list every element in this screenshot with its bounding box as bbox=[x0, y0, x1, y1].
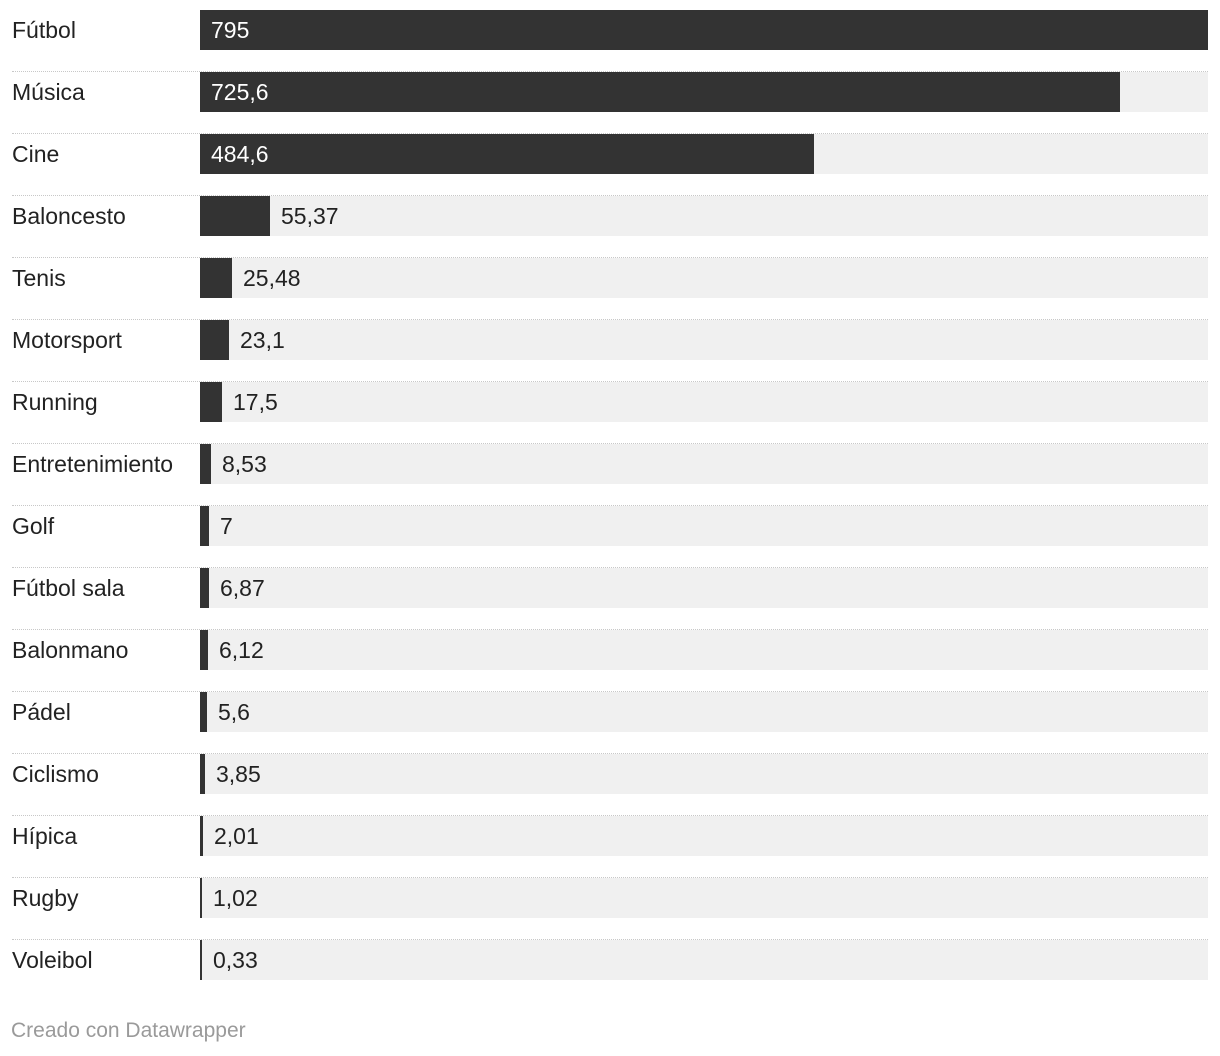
value-label: 6,12 bbox=[219, 637, 264, 663]
value-label: 55,37 bbox=[281, 203, 339, 229]
category-label: Fútbol sala bbox=[12, 575, 125, 601]
bar-row: Tenis 25,48 bbox=[12, 258, 1208, 320]
bar-track: 3,85 bbox=[200, 754, 1208, 794]
bar bbox=[200, 568, 209, 608]
bar bbox=[200, 878, 202, 918]
row-separator bbox=[12, 939, 1208, 940]
bar-track: 484,6 bbox=[200, 134, 1208, 174]
value-label: 484,6 bbox=[211, 141, 269, 167]
row-separator bbox=[12, 195, 1208, 196]
bar-row: Ciclismo 3,85 bbox=[12, 754, 1208, 816]
bar-row: Golf 7 bbox=[12, 506, 1208, 568]
bar-track: 2,01 bbox=[200, 816, 1208, 856]
bar-track: 5,6 bbox=[200, 692, 1208, 732]
row-separator bbox=[12, 257, 1208, 258]
bar-row: Música 725,6 bbox=[12, 72, 1208, 134]
bar bbox=[200, 258, 232, 298]
category-label: Running bbox=[12, 389, 98, 415]
bar-row: Motorsport 23,1 bbox=[12, 320, 1208, 382]
bar-chart: Fútbol 795 Música 725,6 Cine 484,6 Baloncesto 5… bbox=[12, 10, 1208, 1002]
category-label: Hípica bbox=[12, 823, 78, 849]
category-label: Motorsport bbox=[12, 327, 122, 353]
bar-row: Fútbol 795 bbox=[12, 10, 1208, 72]
row-separator bbox=[12, 381, 1208, 382]
row-separator bbox=[12, 319, 1208, 320]
row-separator bbox=[12, 877, 1208, 878]
bar-row: Fútbol sala 6,87 bbox=[12, 568, 1208, 630]
row-separator bbox=[12, 505, 1208, 506]
category-label: Golf bbox=[12, 513, 55, 539]
bar bbox=[200, 444, 211, 484]
row-separator bbox=[12, 71, 1208, 72]
footer-credit[interactable]: Creado con Datawrapper bbox=[11, 1019, 246, 1042]
bar-track: 795 bbox=[200, 10, 1208, 50]
bar-row: Hípica 2,01 bbox=[12, 816, 1208, 878]
value-label: 17,5 bbox=[233, 389, 278, 415]
category-label: Balonmano bbox=[12, 637, 129, 663]
bar-track: 7 bbox=[200, 506, 1208, 546]
bar bbox=[200, 940, 202, 980]
bar-track: 0,33 bbox=[200, 940, 1208, 980]
bar-row: Rugby 1,02 bbox=[12, 878, 1208, 940]
category-label: Fútbol bbox=[12, 17, 76, 43]
bar-track: 55,37 bbox=[200, 196, 1208, 236]
bar bbox=[200, 754, 205, 794]
bar-row: Running 17,5 bbox=[12, 382, 1208, 444]
bar-track: 23,1 bbox=[200, 320, 1208, 360]
bar-track: 1,02 bbox=[200, 878, 1208, 918]
bar bbox=[200, 196, 270, 236]
value-label: 725,6 bbox=[211, 79, 269, 105]
value-label: 5,6 bbox=[218, 699, 250, 725]
row-separator bbox=[12, 443, 1208, 444]
bar bbox=[200, 382, 222, 422]
bar-row: Baloncesto 55,37 bbox=[12, 196, 1208, 258]
value-label: 0,33 bbox=[213, 947, 258, 973]
value-label: 1,02 bbox=[213, 885, 258, 911]
bar bbox=[200, 692, 207, 732]
bar-track: 17,5 bbox=[200, 382, 1208, 422]
value-label: 7 bbox=[220, 513, 233, 539]
row-separator bbox=[12, 133, 1208, 134]
bar bbox=[200, 630, 208, 670]
bar-track: 6,87 bbox=[200, 568, 1208, 608]
bar-track: 725,6 bbox=[200, 72, 1208, 112]
category-label: Música bbox=[12, 79, 85, 105]
value-label: 2,01 bbox=[214, 823, 259, 849]
row-separator bbox=[12, 691, 1208, 692]
bar-row: Voleibol 0,33 bbox=[12, 940, 1208, 1002]
category-label: Baloncesto bbox=[12, 203, 126, 229]
value-label: 795 bbox=[211, 17, 250, 43]
category-label: Pádel bbox=[12, 699, 71, 725]
value-label: 8,53 bbox=[222, 451, 267, 477]
category-label: Voleibol bbox=[12, 947, 93, 973]
category-label: Entretenimiento bbox=[12, 451, 174, 477]
category-label: Ciclismo bbox=[12, 761, 99, 787]
bar bbox=[200, 72, 1120, 112]
category-label: Tenis bbox=[12, 265, 66, 291]
bar-row: Pádel 5,6 bbox=[12, 692, 1208, 754]
row-separator bbox=[12, 567, 1208, 568]
bar bbox=[200, 10, 1208, 50]
bar-row: Cine 484,6 bbox=[12, 134, 1208, 196]
bar bbox=[200, 506, 209, 546]
bar-row: Balonmano 6,12 bbox=[12, 630, 1208, 692]
bar-row: Entretenimiento 8,53 bbox=[12, 444, 1208, 506]
bar-track: 8,53 bbox=[200, 444, 1208, 484]
category-label: Rugby bbox=[12, 885, 79, 911]
bar-track: 25,48 bbox=[200, 258, 1208, 298]
row-separator bbox=[12, 629, 1208, 630]
bar bbox=[200, 134, 814, 174]
bar-track: 6,12 bbox=[200, 630, 1208, 670]
value-label: 23,1 bbox=[240, 327, 285, 353]
bar bbox=[200, 816, 203, 856]
row-separator bbox=[12, 753, 1208, 754]
row-separator bbox=[12, 815, 1208, 816]
category-label: Cine bbox=[12, 141, 60, 167]
value-label: 25,48 bbox=[243, 265, 301, 291]
value-label: 3,85 bbox=[216, 761, 261, 787]
bar bbox=[200, 320, 229, 360]
value-label: 6,87 bbox=[220, 575, 265, 601]
